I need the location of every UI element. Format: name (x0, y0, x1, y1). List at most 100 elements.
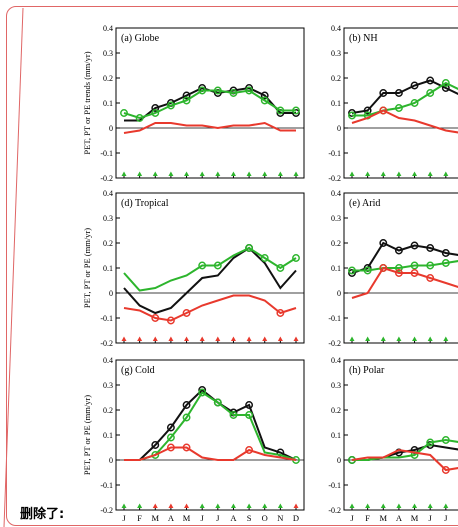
red-triangle-marker (121, 336, 127, 341)
red-series-line (123, 294, 297, 322)
green-series-point (426, 438, 435, 447)
red-triangle-marker (215, 336, 221, 341)
black-series-point (426, 76, 435, 85)
y-tick-label: 0 (337, 456, 341, 465)
green-triangle-marker (427, 171, 433, 176)
y-tick-label: 0.3 (331, 214, 341, 223)
revision-marker-line (3, 7, 24, 527)
y-tick-label: 0.3 (103, 381, 113, 390)
green-triangle-marker (199, 503, 205, 508)
y-tick-label: -0.2 (100, 174, 113, 183)
black-series-point (182, 91, 191, 100)
red-series-point (166, 316, 175, 325)
black-series-line (123, 246, 297, 315)
y-tick-label: -0.2 (100, 339, 113, 348)
green-triangle-marker (349, 171, 355, 176)
green-triangle-marker (365, 171, 371, 176)
green-triangle-marker (262, 503, 268, 508)
x-tick-label: D (293, 513, 299, 523)
green-series-point (348, 266, 356, 275)
black-series-line (124, 388, 297, 461)
red-series-line (123, 121, 296, 134)
y-tick-label: -0.2 (328, 174, 341, 183)
green-triangle-marker (427, 336, 433, 341)
green-series-point (120, 109, 128, 117)
green-series-point (182, 96, 191, 105)
y-tick-label: 0.2 (103, 239, 113, 248)
y-tick-label: -0.1 (328, 149, 341, 158)
green-triangle-marker (365, 503, 371, 508)
green-series-point (182, 413, 191, 422)
green-triangle-marker (396, 503, 402, 508)
x-tick-label: J (216, 513, 220, 523)
green-triangle-marker (168, 171, 174, 176)
plot-frame (343, 359, 458, 511)
panel-title: (a) Globe (121, 33, 160, 44)
y-axis-label: PET, PT or PE (mm/yr) (82, 228, 92, 308)
y-tick-label: 0.4 (103, 189, 113, 198)
red-triangle-marker (168, 336, 174, 341)
green-triangle-marker (380, 171, 386, 176)
red-series-point (166, 443, 175, 452)
x-tick-label: F (365, 513, 370, 523)
plot-frame (115, 27, 305, 179)
red-triangle-marker (199, 336, 205, 341)
x-tick-label: F (137, 513, 142, 523)
red-series-point (182, 443, 191, 452)
y-tick-label: 0.2 (331, 239, 341, 248)
green-series-point (292, 254, 300, 262)
y-tick-label: 0.3 (103, 49, 113, 58)
x-tick-label: N (277, 513, 283, 523)
y-tick-label: 0.4 (331, 356, 341, 365)
green-triangle-marker (365, 336, 371, 341)
y-tick-label: -0.2 (100, 506, 113, 515)
green-series-point (363, 266, 372, 275)
black-series-point (182, 401, 191, 409)
red-series-point (410, 269, 419, 277)
y-tick-label: 0.1 (331, 431, 341, 440)
y-tick-label: -0.1 (328, 481, 341, 490)
green-series-point (198, 388, 207, 397)
red-series-point (441, 466, 450, 474)
red-triangle-marker (293, 336, 299, 341)
black-series-point (166, 423, 175, 432)
deleted-caption: 删除了: (20, 507, 65, 522)
green-triangle-marker (215, 503, 221, 508)
red-triangle-marker (293, 503, 299, 508)
black-series-point (379, 89, 388, 97)
green-triangle-marker (412, 171, 418, 176)
black-series-point (410, 81, 419, 90)
plot-frame (115, 359, 305, 511)
black-series-point (245, 401, 254, 409)
red-triangle-marker (152, 336, 158, 341)
x-tick-label: S (247, 513, 252, 523)
x-tick-label: M (411, 513, 419, 523)
green-triangle-marker (443, 503, 449, 508)
green-series-point (245, 86, 254, 95)
red-triangle-marker (184, 503, 190, 508)
green-series-point (260, 96, 269, 105)
green-triangle-marker (443, 336, 449, 341)
green-triangle-marker (277, 503, 283, 508)
document-frame (6, 6, 458, 526)
green-series-point (198, 86, 207, 95)
green-series-line (123, 246, 297, 292)
y-axis-label: PET, PT or PE trends (mm/yr) (82, 51, 92, 154)
black-series-point (151, 441, 160, 449)
green-triangle-marker (121, 171, 127, 176)
red-series-point (426, 274, 435, 282)
green-triangle-marker (427, 503, 433, 508)
green-series-point (245, 411, 254, 419)
black-series-point (394, 89, 403, 97)
green-triangle-marker (443, 171, 449, 176)
green-triangle-marker (396, 171, 402, 176)
red-series-point (379, 106, 388, 115)
panel-title: (b) NH (349, 33, 378, 44)
black-series-point (394, 246, 403, 255)
green-triangle-marker (215, 171, 221, 176)
red-series-point (245, 446, 254, 454)
green-series-point (135, 114, 144, 122)
panel-gcold: 0.4 0.3 0.2 0.1 0 -0.1 -0.2 (g) Cold PET, PT or … (82, 356, 305, 523)
black-series-point (441, 84, 450, 92)
